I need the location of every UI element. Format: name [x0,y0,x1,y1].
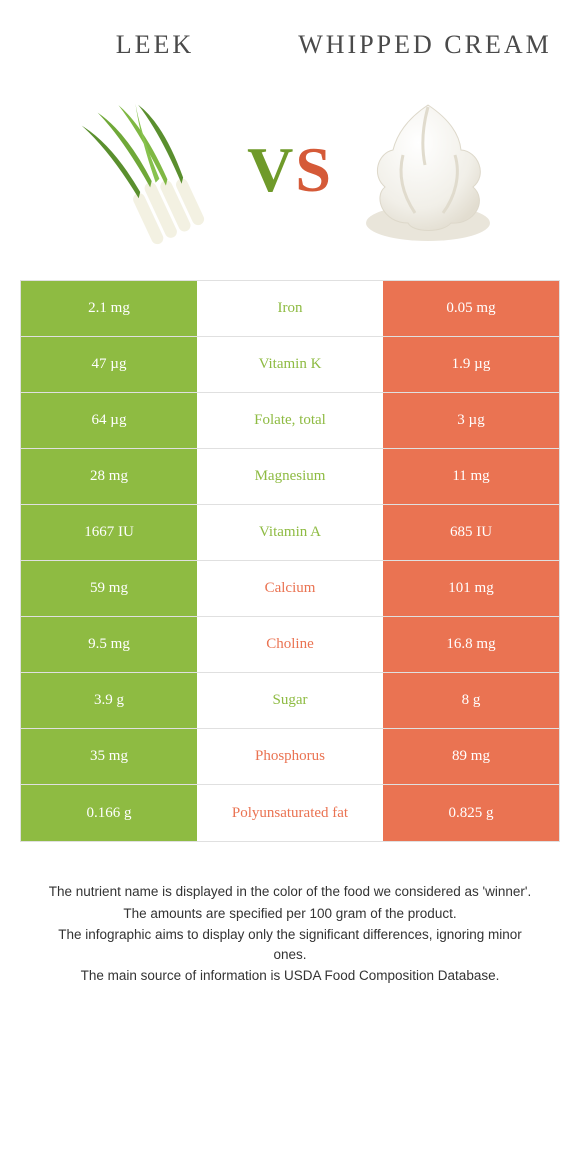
vs-s: S [295,134,333,205]
nutrient-name: Calcium [197,561,383,616]
title-left: Leek [20,30,290,60]
right-value: 685 IU [383,505,559,560]
left-value: 47 µg [21,337,197,392]
right-value: 16.8 mg [383,617,559,672]
nutrient-name: Phosphorus [197,729,383,784]
header: Leek Whipped cream [0,0,580,70]
title-right: Whipped cream [290,30,560,60]
right-value: 101 mg [383,561,559,616]
vs-v: V [247,134,295,205]
table-row: 1667 IUVitamin A685 IU [21,505,559,561]
table-row: 64 µgFolate, total3 µg [21,393,559,449]
left-value: 0.166 g [21,785,197,841]
left-value: 3.9 g [21,673,197,728]
footer-line: The amounts are specified per 100 gram o… [40,904,540,924]
footer-line: The nutrient name is displayed in the co… [40,882,540,902]
nutrient-name: Folate, total [197,393,383,448]
nutrient-name: Iron [197,281,383,336]
right-value: 11 mg [383,449,559,504]
nutrient-name: Polyunsaturated fat [197,785,383,841]
right-value: 3 µg [383,393,559,448]
footer-notes: The nutrient name is displayed in the co… [0,842,580,1028]
nutrient-name: Vitamin K [197,337,383,392]
table-row: 0.166 gPolyunsaturated fat0.825 g [21,785,559,841]
table-row: 9.5 mgCholine16.8 mg [21,617,559,673]
left-value: 1667 IU [21,505,197,560]
left-value: 9.5 mg [21,617,197,672]
nutrient-name: Magnesium [197,449,383,504]
table-row: 28 mgMagnesium11 mg [21,449,559,505]
nutrient-name: Sugar [197,673,383,728]
nutrient-name: Choline [197,617,383,672]
table-row: 59 mgCalcium101 mg [21,561,559,617]
infographic: Leek Whipped cream VS [0,0,580,1028]
right-value: 1.9 µg [383,337,559,392]
footer-line: The infographic aims to display only the… [40,925,540,964]
table-row: 3.9 gSugar8 g [21,673,559,729]
table-row: 47 µgVitamin K1.9 µg [21,337,559,393]
left-value: 59 mg [21,561,197,616]
left-value: 2.1 mg [21,281,197,336]
footer-line: The main source of information is USDA F… [40,966,540,986]
vs-label: VS [247,138,333,202]
right-value: 8 g [383,673,559,728]
left-value: 64 µg [21,393,197,448]
whipped-cream-image [343,85,513,255]
left-value: 35 mg [21,729,197,784]
table-row: 35 mgPhosphorus89 mg [21,729,559,785]
right-value: 0.05 mg [383,281,559,336]
nutrient-name: Vitamin A [197,505,383,560]
comparison-table: 2.1 mgIron0.05 mg47 µgVitamin K1.9 µg64 … [20,280,560,842]
right-value: 89 mg [383,729,559,784]
images-row: VS [0,70,580,280]
right-value: 0.825 g [383,785,559,841]
left-value: 28 mg [21,449,197,504]
leek-image [67,85,237,255]
table-row: 2.1 mgIron0.05 mg [21,281,559,337]
